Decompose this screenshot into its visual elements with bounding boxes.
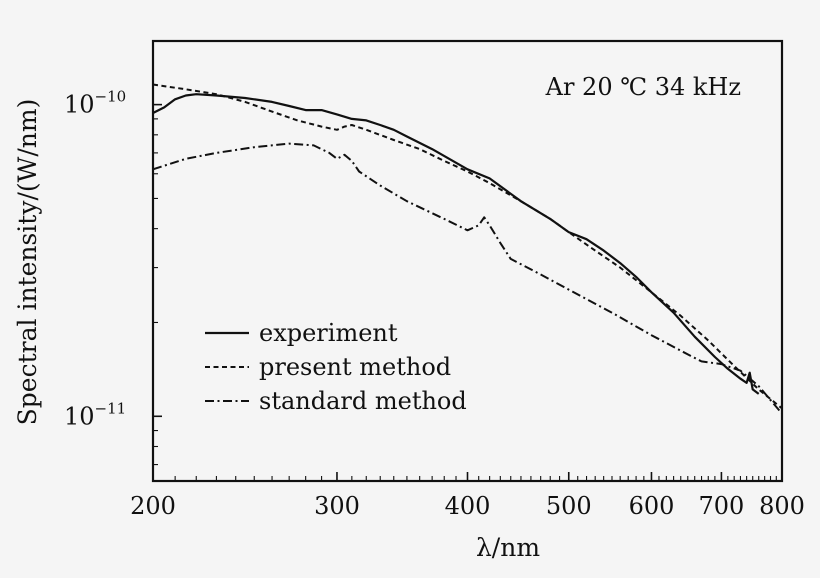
x-tick-label-600: 600 bbox=[629, 492, 675, 520]
series-line-present-method bbox=[153, 83, 782, 410]
legend-label-experiment: experiment bbox=[259, 319, 398, 347]
chart-annotation: Ar 20 ℃ 34 kHz bbox=[545, 73, 741, 101]
x-tick-label-500: 500 bbox=[546, 492, 592, 520]
series-line-standard-method bbox=[153, 142, 782, 415]
plot-frame bbox=[151, 39, 784, 483]
x-tick-label-300: 300 bbox=[314, 492, 360, 520]
y-tick-label: 10−11 bbox=[64, 399, 126, 430]
y-axis-label: Spectral intensity/(W/nm) bbox=[13, 99, 42, 426]
x-tick-label-800: 800 bbox=[759, 492, 805, 520]
x-tick-label-200: 200 bbox=[130, 492, 176, 520]
x-tick-label-700: 700 bbox=[699, 492, 745, 520]
x-tick-label-400: 400 bbox=[445, 492, 491, 520]
series-line-experiment bbox=[153, 93, 760, 395]
series-layer bbox=[153, 83, 782, 415]
legend: experiment present method standard metho… bbox=[205, 319, 467, 415]
y-tick-label: 10−10 bbox=[64, 88, 126, 119]
x-axis-label: λ/nm bbox=[476, 533, 540, 562]
legend-label-present-method: present method bbox=[259, 353, 451, 381]
legend-label-standard-method: standard method bbox=[259, 387, 467, 415]
tick-layer: 200 300 400 500 600 700 800 10−10 10−11 bbox=[64, 88, 805, 520]
